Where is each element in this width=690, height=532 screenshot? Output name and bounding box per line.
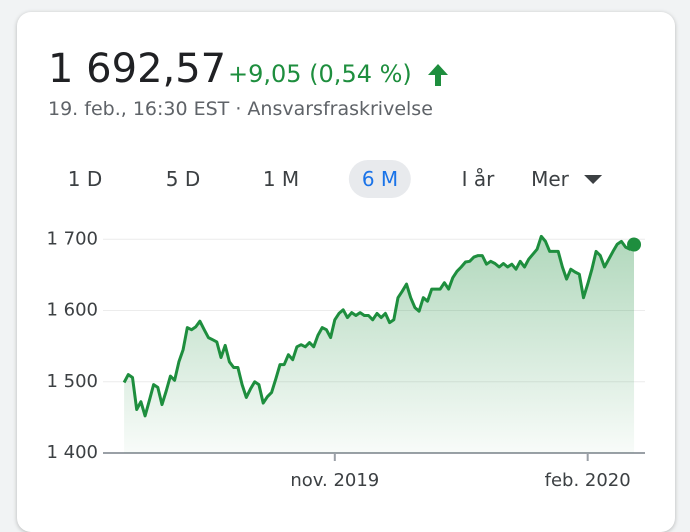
- tab-label: 1 D: [67, 167, 103, 191]
- tab-label: 5 D: [165, 167, 201, 191]
- price-change: +9,05 (0,54 %): [228, 60, 412, 88]
- range-tab[interactable]: 5 D: [153, 160, 213, 198]
- page: 1 692,57 +9,05 (0,54 %) 19. feb., 16:30 …: [17, 12, 675, 532]
- tab-label: I år: [461, 167, 495, 191]
- y-tick-label: 1 500: [46, 371, 98, 392]
- range-tab[interactable]: Mer: [518, 160, 618, 198]
- dropdown-icon: [583, 175, 602, 184]
- last-point: [627, 237, 642, 252]
- subtitle: 19. feb., 16:30 EST · Ansvarsfraskrivels…: [48, 98, 433, 120]
- range-tab[interactable]: 1 D: [55, 160, 115, 198]
- x-tick-label: feb. 2020: [545, 470, 631, 491]
- y-tick-label: 1 400: [46, 442, 98, 463]
- up-arrow: [428, 64, 448, 86]
- x-tick-label: nov. 2019: [290, 470, 379, 491]
- tab-label: Mer: [531, 167, 569, 191]
- y-tick-label: 1 700: [46, 228, 98, 249]
- disclaimer-link[interactable]: Ansvarsfraskrivelse: [247, 98, 433, 120]
- price-line: [122, 234, 636, 418]
- price: 1 692,57: [48, 46, 227, 92]
- tab-label: 6 M: [361, 167, 399, 191]
- range-tab[interactable]: 6 M: [348, 160, 412, 198]
- range-tab[interactable]: 1 M: [250, 160, 312, 198]
- timestamp: 19. feb., 16:30 EST ·: [48, 98, 242, 120]
- range-tab[interactable]: I år: [449, 160, 508, 198]
- chart: 1 400 1 500 1 600 1 700 nov. 2019 feb. 2020: [46, 228, 645, 491]
- tab-label: 1 M: [262, 167, 300, 191]
- area-fill: [124, 236, 635, 453]
- y-tick-label: 1 600: [46, 300, 98, 321]
